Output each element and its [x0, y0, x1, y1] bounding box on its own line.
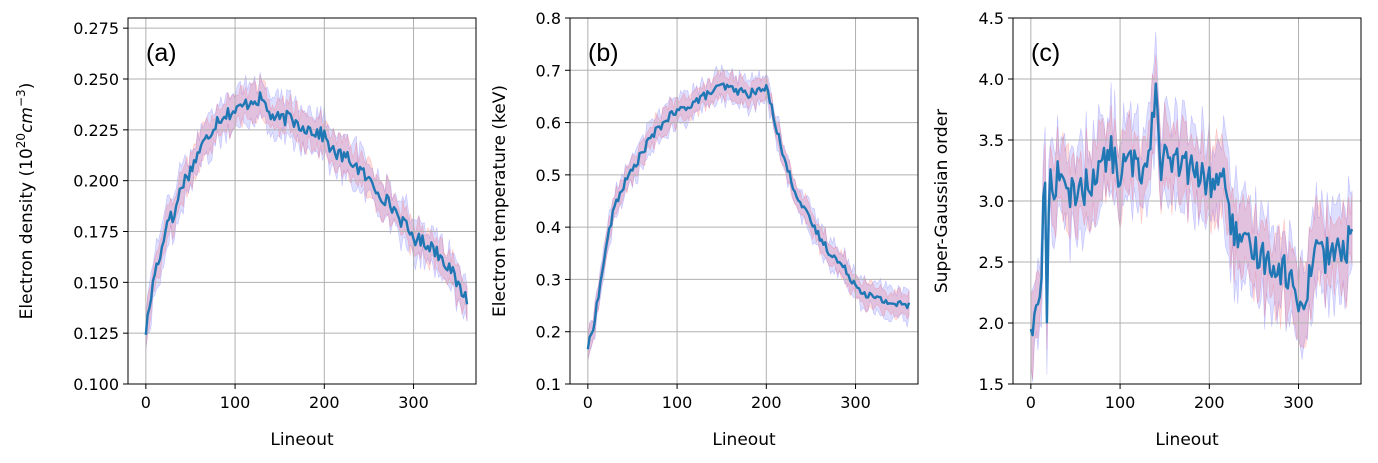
y-tick-label: 0.150: [73, 273, 119, 292]
panel-label: (b): [588, 39, 619, 67]
uncertainty-band-blue: [587, 64, 910, 362]
y-tick-label: 2.0: [979, 314, 1004, 333]
y-tick-label: 0.250: [73, 70, 119, 89]
x-tick-label: 100: [1105, 393, 1136, 412]
panel-label: (c): [1031, 39, 1060, 67]
y-tick-label: 0.3: [536, 270, 561, 289]
panel-a: 0 100 200 300 0.100 0.125 0.150 0.175 0.200 0.22…: [14, 17, 477, 450]
uncertainty-band: [587, 68, 910, 361]
y-axis-ticks: 0.1 0.2 0.3 0.4 0.5 0.6 0.7 0.8: [536, 9, 570, 394]
x-axis-ticks: 0 100 200 300: [583, 384, 871, 412]
y-axis-label-close: ): [17, 83, 37, 90]
x-tick-label: 0: [141, 393, 151, 412]
x-axis-label: Lineout: [1155, 430, 1219, 450]
y-tick-label: 0.7: [536, 61, 561, 80]
panel-c: 0 100 200 300 1.5 2.0 2.5 3.0 3.5 4.0 4.5 (c) Lin…: [932, 9, 1362, 450]
uncertainty-band-red: [587, 68, 910, 361]
x-axis-ticks: 0 100 200 300: [1026, 384, 1314, 412]
y-tick-label: 0.225: [73, 121, 119, 140]
x-tick-label: 0: [1026, 393, 1036, 412]
y-tick-label: 0.275: [73, 19, 119, 38]
uncertainty-band: [1030, 31, 1353, 383]
panel-b: 0 100 200 300 0.10.20.30.40.50.60.70.8 (b) …: [490, 9, 919, 450]
x-tick-label: 300: [1283, 393, 1314, 412]
x-axis-label: Lineout: [712, 430, 776, 450]
y-tick-label: 0.4: [536, 218, 561, 237]
panel-label: (a): [146, 39, 177, 67]
uncertainty-band: [145, 72, 468, 352]
y-tick-label: 4.0: [979, 70, 1004, 89]
uncertainty-band-blue: [145, 72, 468, 352]
y-tick-label: 0.125: [73, 324, 119, 343]
grid: [1013, 17, 1361, 385]
y-axis-label: Super-Gaussian order: [932, 109, 952, 293]
y-tick-label: 3.0: [979, 192, 1004, 211]
x-tick-label: 100: [220, 393, 251, 412]
x-tick-label: 0: [583, 393, 593, 412]
uncertainty-band-blue: [1030, 31, 1353, 383]
y-tick-label: 1.5: [979, 375, 1004, 394]
x-tick-label: 300: [398, 393, 429, 412]
y-axis-label-unit: cm: [17, 107, 37, 133]
y-tick-label: 0.100: [73, 375, 119, 394]
y-tick-label: 0.200: [73, 172, 119, 191]
y-tick-label: 0.1: [536, 375, 561, 394]
y-axis-label-unit-exponent: −3: [14, 89, 28, 107]
series-line-path: [144, 91, 469, 335]
y-axis-label-exponent: 20: [14, 133, 28, 148]
y-axis-ticks: 1.5 2.0 2.5 3.0 3.5 4.0 4.5: [979, 9, 1013, 394]
y-tick-label: 0.2: [536, 323, 561, 342]
x-tick-label: 300: [840, 393, 871, 412]
y-tick-label: 4.5: [979, 9, 1004, 28]
y-tick-label: 0.6: [536, 114, 561, 133]
plot-frame: [127, 17, 477, 385]
x-tick-label: 200: [1194, 393, 1225, 412]
series-line: [1029, 82, 1354, 337]
uncertainty-band: [587, 64, 910, 362]
x-tick-label: 200: [751, 393, 782, 412]
plot-frame: [569, 17, 919, 385]
y-tick-label: 3.5: [979, 131, 1004, 150]
y-tick-label: 0.8: [536, 9, 561, 28]
x-tick-label: 200: [309, 393, 340, 412]
y-axis-ticks: 0.100 0.125 0.150 0.175 0.200 0.225 0.250 0.275: [73, 19, 128, 394]
series-line: [586, 82, 911, 350]
uncertainty-band: [145, 74, 468, 351]
x-axis-ticks: 0 100 200 300: [141, 384, 429, 412]
y-axis-label-part: Electron density (10: [17, 148, 37, 319]
series-line: [144, 91, 469, 335]
y-tick-label: 0.5: [536, 166, 561, 185]
uncertainty-band-red: [145, 74, 468, 351]
x-tick-label: 100: [662, 393, 693, 412]
series-line-path: [1029, 82, 1354, 337]
y-axis-label: Electron density (1020cm−3): [14, 83, 37, 320]
y-tick-label: 2.5: [979, 253, 1004, 272]
x-axis-label: Lineout: [270, 430, 334, 450]
series-line-path: [586, 82, 911, 350]
y-tick-label: 0.175: [73, 223, 119, 242]
y-axis-label: Electron temperature (keV): [490, 85, 510, 317]
